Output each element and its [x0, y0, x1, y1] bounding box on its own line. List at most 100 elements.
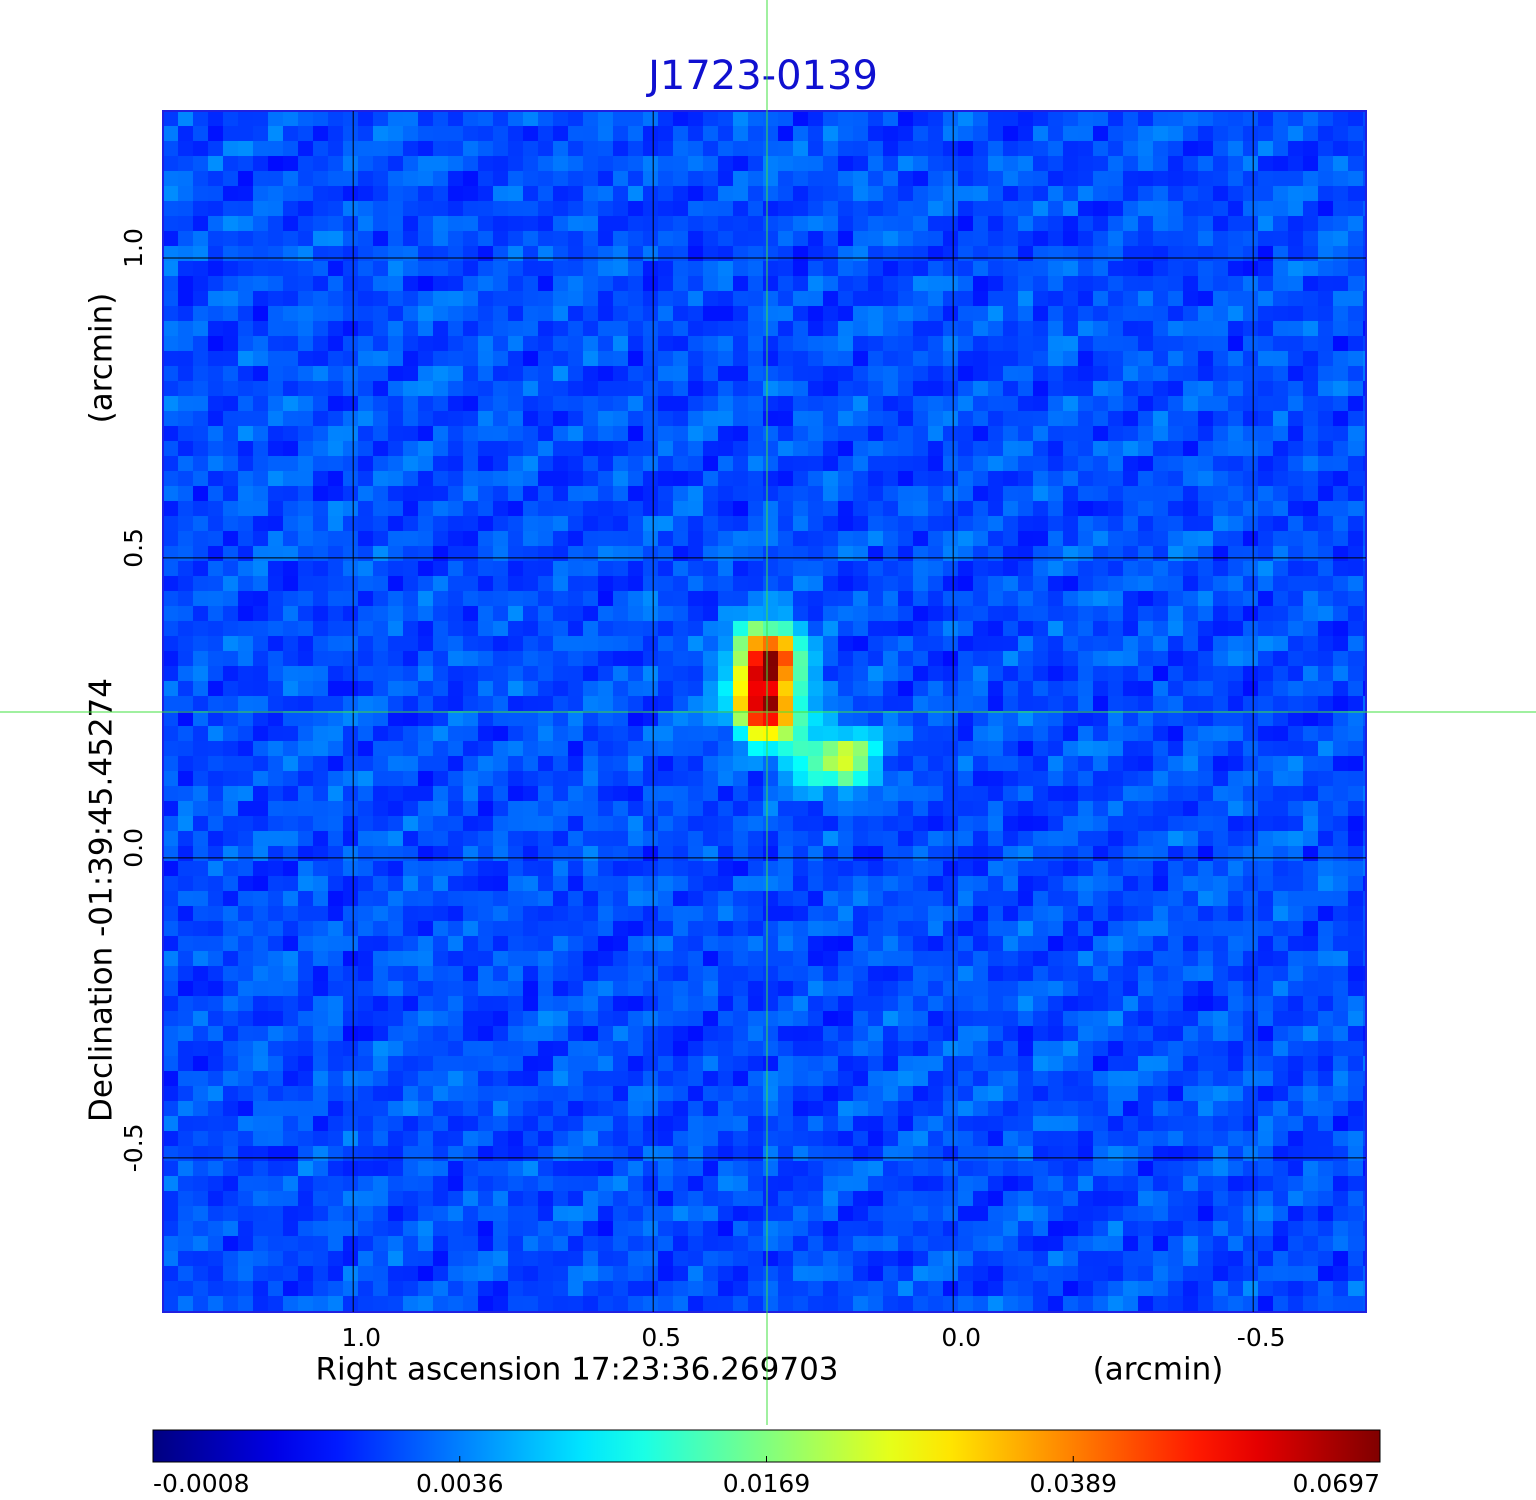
pixel [208, 891, 223, 906]
pixel [1243, 141, 1258, 156]
pixel [733, 606, 748, 621]
pixel [1033, 711, 1048, 726]
pixel [238, 981, 253, 996]
pixel [1318, 936, 1333, 951]
pixel [568, 906, 583, 921]
pixel [793, 186, 808, 201]
pixel [1333, 276, 1348, 291]
pixel [1348, 396, 1363, 411]
pixel [553, 516, 568, 531]
pixel [643, 486, 658, 501]
pixel [793, 471, 808, 486]
pixel [748, 771, 763, 786]
pixel [253, 441, 268, 456]
pixel [943, 1026, 958, 1041]
pixel [523, 171, 538, 186]
pixel [898, 126, 913, 141]
pixel [943, 231, 958, 246]
pixel [1168, 111, 1183, 126]
pixel [628, 681, 643, 696]
pixel [223, 771, 238, 786]
pixel [373, 996, 388, 1011]
pixel [778, 186, 793, 201]
pixel [688, 786, 703, 801]
pixel [1258, 231, 1273, 246]
pixel [193, 186, 208, 201]
pixel [163, 621, 178, 636]
pixel [1003, 561, 1018, 576]
pixel [1048, 816, 1063, 831]
pixel [1243, 276, 1258, 291]
pixel [1138, 591, 1153, 606]
pixel [703, 681, 718, 696]
pixel [1153, 846, 1168, 861]
pixel [493, 996, 508, 1011]
pixel [223, 381, 238, 396]
pixel [178, 456, 193, 471]
pixel [1183, 921, 1198, 936]
pixel [1003, 486, 1018, 501]
pixel [1033, 846, 1048, 861]
pixel [523, 276, 538, 291]
pixel [1168, 231, 1183, 246]
pixel [838, 246, 853, 261]
pixel [1288, 486, 1303, 501]
pixel [433, 156, 448, 171]
pixel [1228, 696, 1243, 711]
pixel [568, 876, 583, 891]
pixel [163, 366, 178, 381]
pixel [718, 711, 733, 726]
pixel [433, 141, 448, 156]
pixel [1063, 291, 1078, 306]
pixel [943, 951, 958, 966]
pixel [1018, 381, 1033, 396]
pixel [763, 246, 778, 261]
pixel [1348, 156, 1363, 171]
pixel [193, 981, 208, 996]
pixel [223, 1026, 238, 1041]
pixel [583, 156, 598, 171]
pixel [1228, 666, 1243, 681]
pixel [1138, 261, 1153, 276]
pixel [208, 981, 223, 996]
pixel [913, 171, 928, 186]
pixel [463, 846, 478, 861]
pixel [493, 216, 508, 231]
pixel [913, 576, 928, 591]
pixel [823, 471, 838, 486]
pixel [1213, 516, 1228, 531]
pixel [643, 441, 658, 456]
pixel [1063, 381, 1078, 396]
pixel [1228, 171, 1243, 186]
pixel [343, 576, 358, 591]
pixel [898, 636, 913, 651]
pixel [553, 891, 568, 906]
pixel [298, 516, 313, 531]
pixel [1273, 711, 1288, 726]
pixel [418, 606, 433, 621]
pixel [703, 486, 718, 501]
pixel [598, 381, 613, 396]
pixel [373, 351, 388, 366]
pixel [973, 231, 988, 246]
pixel [358, 486, 373, 501]
pixel [673, 141, 688, 156]
pixel [898, 951, 913, 966]
pixel [1318, 126, 1333, 141]
pixel [1093, 111, 1108, 126]
pixel [628, 711, 643, 726]
pixel [313, 501, 328, 516]
pixel [688, 591, 703, 606]
pixel [163, 456, 178, 471]
pixel [1183, 906, 1198, 921]
pixel [673, 786, 688, 801]
pixel [718, 276, 733, 291]
pixel [538, 321, 553, 336]
pixel [838, 981, 853, 996]
pixel [823, 696, 838, 711]
pixel [1003, 156, 1018, 171]
pixel [1138, 306, 1153, 321]
pixel [1363, 246, 1366, 261]
pixel [613, 966, 628, 981]
pixel [1183, 876, 1198, 891]
